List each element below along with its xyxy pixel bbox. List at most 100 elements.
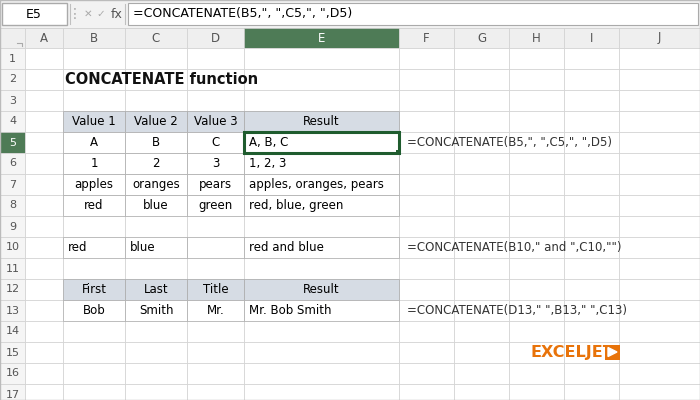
- Bar: [187, 195, 244, 216]
- Bar: [125, 48, 187, 69]
- Bar: [399, 321, 454, 342]
- Bar: [454, 132, 509, 153]
- Bar: [509, 279, 564, 300]
- Bar: [63, 237, 125, 258]
- Bar: [619, 28, 700, 48]
- Bar: [509, 111, 564, 132]
- Bar: [244, 384, 399, 400]
- Bar: [619, 342, 700, 363]
- Bar: [619, 69, 700, 90]
- Text: red: red: [84, 199, 104, 212]
- Bar: [454, 111, 509, 132]
- Bar: [187, 342, 244, 363]
- Bar: [454, 90, 509, 111]
- Text: 16: 16: [6, 368, 20, 378]
- Text: D: D: [211, 32, 220, 44]
- Bar: [125, 300, 187, 321]
- Bar: [509, 28, 564, 48]
- Bar: [399, 237, 454, 258]
- Bar: [25, 237, 63, 258]
- Bar: [63, 363, 125, 384]
- Bar: [399, 153, 454, 174]
- Bar: [509, 69, 564, 90]
- Bar: [0, 90, 25, 111]
- Bar: [509, 174, 564, 195]
- Bar: [187, 111, 244, 132]
- Bar: [509, 342, 564, 363]
- Bar: [454, 216, 509, 237]
- Bar: [399, 258, 454, 279]
- Bar: [25, 363, 63, 384]
- Bar: [564, 342, 619, 363]
- Bar: [619, 48, 700, 69]
- Bar: [25, 342, 63, 363]
- Bar: [509, 216, 564, 237]
- Bar: [25, 216, 63, 237]
- Bar: [454, 363, 509, 384]
- Bar: [244, 363, 399, 384]
- Bar: [187, 69, 244, 90]
- Text: 1: 1: [90, 157, 98, 170]
- Bar: [619, 237, 700, 258]
- Text: =CONCATENATE(D13," ",B13," ",C13): =CONCATENATE(D13," ",B13," ",C13): [407, 304, 627, 317]
- Text: Smith: Smith: [139, 304, 174, 317]
- Bar: [63, 300, 125, 321]
- Bar: [25, 174, 63, 195]
- Text: pears: pears: [199, 178, 232, 191]
- Bar: [509, 258, 564, 279]
- Bar: [0, 132, 25, 153]
- Bar: [125, 279, 187, 300]
- Text: C: C: [211, 136, 220, 149]
- Bar: [0, 28, 25, 48]
- Text: E: E: [318, 32, 326, 44]
- Bar: [509, 90, 564, 111]
- Bar: [25, 258, 63, 279]
- Bar: [187, 384, 244, 400]
- Text: 3: 3: [9, 96, 16, 106]
- Bar: [244, 28, 399, 48]
- Bar: [619, 279, 700, 300]
- Bar: [125, 132, 187, 153]
- Bar: [125, 237, 187, 258]
- Text: 10: 10: [6, 242, 20, 252]
- Text: Mr. Bob Smith: Mr. Bob Smith: [249, 304, 332, 317]
- Bar: [187, 300, 244, 321]
- Bar: [63, 48, 125, 69]
- Bar: [63, 132, 125, 153]
- Bar: [244, 195, 399, 216]
- Bar: [187, 216, 244, 237]
- Bar: [619, 132, 700, 153]
- Text: blue: blue: [144, 199, 169, 212]
- Bar: [619, 300, 700, 321]
- Bar: [564, 300, 619, 321]
- Bar: [63, 321, 125, 342]
- Bar: [0, 174, 25, 195]
- Bar: [244, 111, 399, 132]
- Bar: [63, 153, 125, 174]
- Bar: [25, 153, 63, 174]
- Text: EXCELJET: EXCELJET: [530, 345, 614, 360]
- Text: 1, 2, 3: 1, 2, 3: [249, 157, 286, 170]
- Bar: [564, 28, 619, 48]
- Bar: [25, 279, 63, 300]
- Text: Value 2: Value 2: [134, 115, 178, 128]
- Bar: [187, 132, 244, 153]
- Bar: [564, 321, 619, 342]
- Bar: [187, 300, 244, 321]
- Text: 2: 2: [9, 74, 16, 84]
- Text: 4: 4: [9, 116, 16, 126]
- Text: B: B: [152, 136, 160, 149]
- Text: 12: 12: [6, 284, 20, 294]
- Text: Value 3: Value 3: [194, 115, 237, 128]
- Bar: [399, 384, 454, 400]
- Bar: [125, 174, 187, 195]
- Bar: [244, 300, 399, 321]
- Bar: [619, 111, 700, 132]
- Text: oranges: oranges: [132, 178, 180, 191]
- Bar: [25, 48, 63, 69]
- Bar: [0, 111, 25, 132]
- Bar: [244, 279, 399, 300]
- Text: red, blue, green: red, blue, green: [249, 199, 344, 212]
- Bar: [2, 3, 67, 25]
- Bar: [125, 216, 187, 237]
